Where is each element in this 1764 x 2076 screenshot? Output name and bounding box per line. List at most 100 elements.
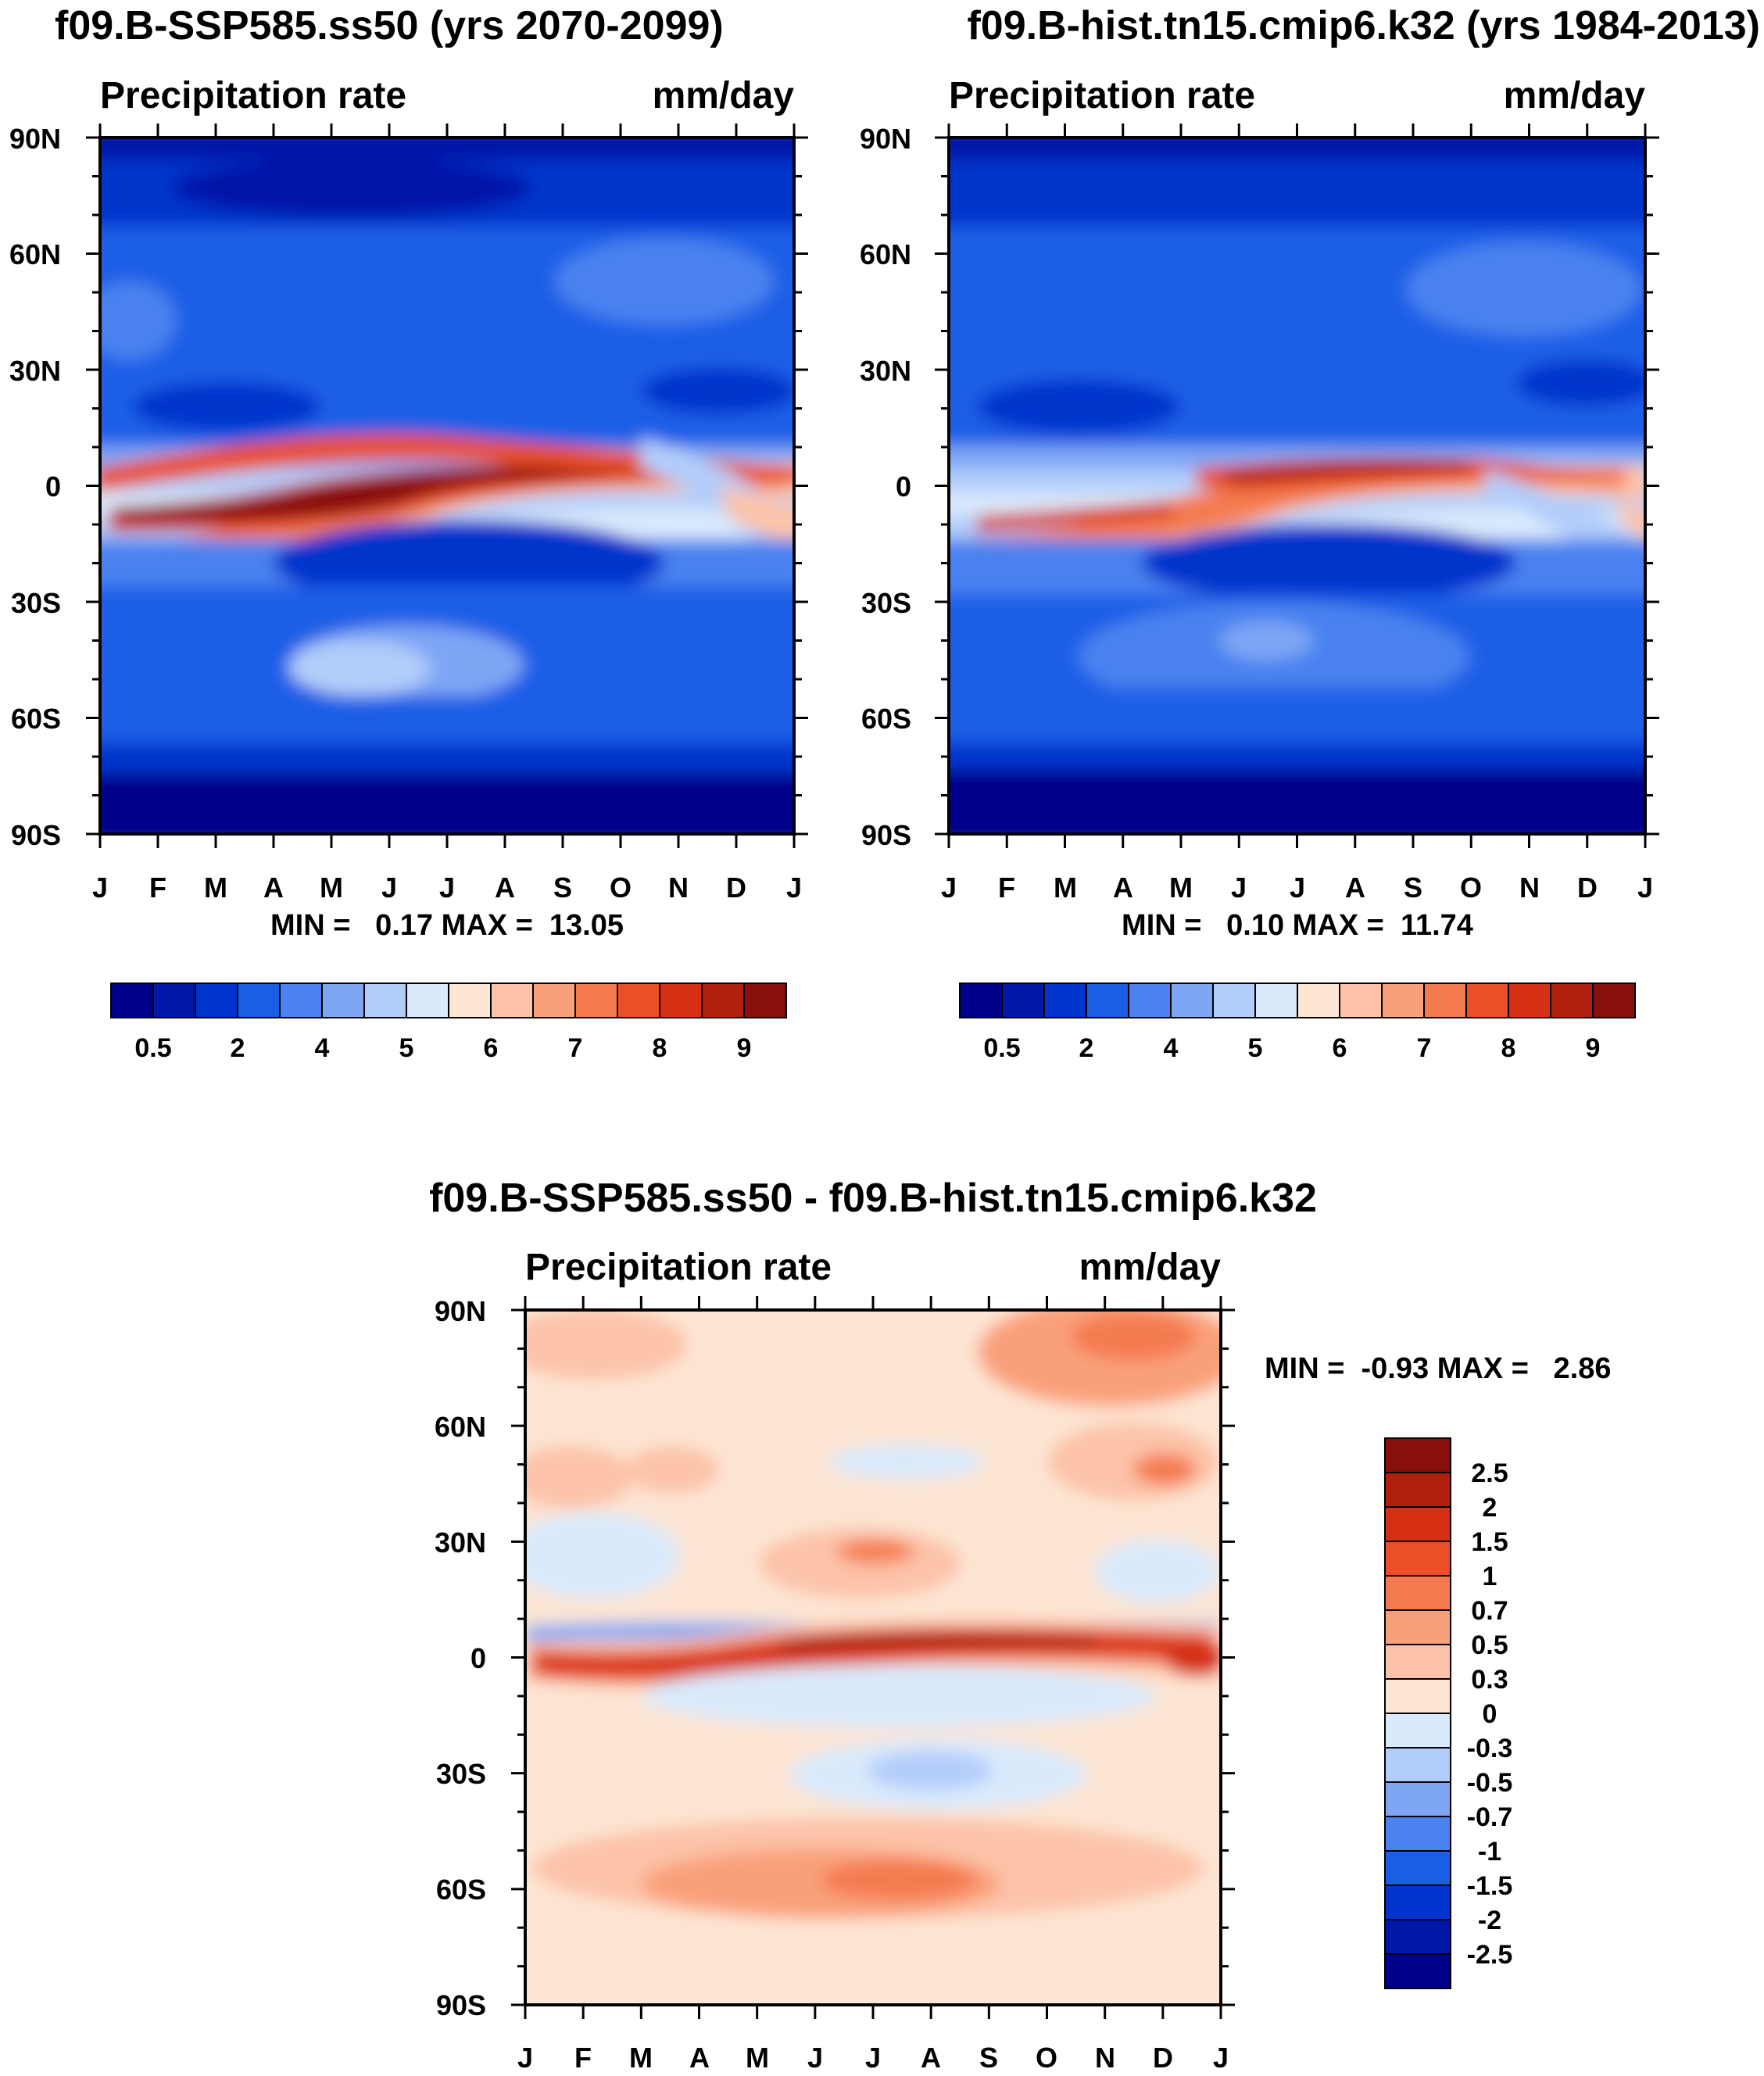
panel-historical-x-tick: J bbox=[1231, 872, 1247, 904]
colorbar-label: 4 bbox=[1164, 1033, 1179, 1063]
colorbar-swatch bbox=[1384, 1609, 1451, 1645]
colorbar-label: -0.5 bbox=[1467, 1768, 1513, 1798]
colorbar-swatch bbox=[237, 983, 281, 1018]
panel-ssp585-colorbar: 0.5 2 4 5 6 7 8 9 bbox=[110, 983, 787, 1063]
colorbar-label: 8 bbox=[1501, 1033, 1516, 1063]
panel-ssp585-title: f09.B-SSP585.ss50 (yrs 2070-2099) bbox=[55, 3, 724, 48]
panel-ssp585-y-tick: 60S bbox=[11, 703, 61, 735]
colorbar-label: 0.7 bbox=[1471, 1596, 1508, 1626]
panel-ssp585-field bbox=[100, 138, 794, 834]
panel-historical-tick-marks bbox=[935, 123, 1659, 848]
panel-ssp585-x-tick: J bbox=[381, 872, 397, 904]
panel-difference-x-tick: D bbox=[1153, 2042, 1173, 2074]
colorbar-label: 7 bbox=[568, 1033, 583, 1063]
panel-difference-y-tick: 90N bbox=[435, 1295, 486, 1327]
panel-historical-x-tick: A bbox=[1345, 872, 1365, 904]
panel-difference-axes: 90N 60N 30N 0 30S 60S 90S J F M A M J J … bbox=[435, 1295, 1229, 2074]
panel-ssp585-x-tick: S bbox=[553, 872, 572, 904]
colorbar-label: 6 bbox=[1333, 1033, 1347, 1063]
colorbar-swatch bbox=[1508, 983, 1551, 1018]
colorbar-label: -0.7 bbox=[1467, 1802, 1513, 1832]
panel-ssp585-x-tick: M bbox=[204, 872, 227, 904]
panel-difference-x-tick: J bbox=[807, 2042, 823, 2074]
panel-difference-y-tick: 30S bbox=[436, 1758, 486, 1790]
colorbar-swatch bbox=[321, 983, 365, 1018]
colorbar-swatch bbox=[1384, 1437, 1451, 1473]
panel-ssp585-x-tick: J bbox=[786, 872, 802, 904]
panel-difference-x-tick: A bbox=[689, 2042, 710, 2074]
panel-difference-x-tick: A bbox=[921, 2042, 941, 2074]
panel-historical-x-tick: M bbox=[1169, 872, 1193, 904]
colorbar-swatch bbox=[701, 983, 745, 1018]
panel-ssp585-y-tick: 60N bbox=[9, 238, 61, 270]
panel-difference-min-max: MIN = -0.93 MAX = 2.86 bbox=[1265, 1352, 1612, 1385]
panel-historical-axes: 90N 60N 30N 0 30S 60S 90S J F M A M J J … bbox=[860, 123, 1653, 904]
colorbar-label: 9 bbox=[1586, 1033, 1601, 1063]
colorbar-swatch bbox=[195, 983, 238, 1018]
colorbar-swatch bbox=[363, 983, 407, 1018]
colorbar-swatch bbox=[1384, 1678, 1451, 1714]
colorbar-swatch bbox=[1384, 1506, 1451, 1542]
panel-ssp585-x-tick: A bbox=[495, 872, 515, 904]
panel-historical-title: f09.B-hist.tn15.cmip6.k32 (yrs 1984-2013… bbox=[967, 3, 1760, 48]
panel-historical-x-tick: F bbox=[998, 872, 1015, 904]
panel-difference: f09.B-SSP585.ss50 - f09.B-hist.tn15.cmip… bbox=[429, 1176, 1611, 2074]
colorbar-label: 0 bbox=[1483, 1699, 1497, 1729]
panel-ssp585-x-tick: O bbox=[610, 872, 632, 904]
colorbar-label: 5 bbox=[399, 1033, 414, 1063]
colorbar-swatch bbox=[448, 983, 492, 1018]
panel-difference-y-tick: 30N bbox=[435, 1527, 486, 1559]
colorbar-swatch bbox=[406, 983, 449, 1018]
colorbar-label: 7 bbox=[1417, 1033, 1432, 1063]
panel-ssp585-x-tick: F bbox=[149, 872, 166, 904]
panel-historical-field bbox=[949, 138, 1645, 834]
colorbar-label: 1.5 bbox=[1471, 1527, 1508, 1557]
panel-difference-variable-label: Precipitation rate bbox=[525, 1247, 832, 1288]
colorbar-label: 4 bbox=[315, 1033, 330, 1063]
colorbar-swatch bbox=[617, 983, 660, 1018]
colorbar-swatch bbox=[1384, 1713, 1451, 1748]
panel-historical-colorbar: 0.5 2 4 5 6 7 8 9 bbox=[959, 983, 1636, 1063]
panel-ssp585-x-tick: J bbox=[92, 872, 108, 904]
colorbar-label: 1 bbox=[1483, 1562, 1497, 1591]
panel-difference-title: f09.B-SSP585.ss50 - f09.B-hist.tn15.cmip… bbox=[429, 1176, 1317, 1221]
panel-historical-x-tick: A bbox=[1113, 872, 1133, 904]
panel-ssp585-y-tick: 30N bbox=[9, 355, 61, 387]
colorbar-label: -0.3 bbox=[1467, 1734, 1513, 1763]
panel-historical-x-tick: M bbox=[1054, 872, 1077, 904]
colorbar-label: 9 bbox=[737, 1033, 752, 1063]
colorbar-swatch bbox=[1384, 1541, 1451, 1577]
colorbar-label: 0.5 bbox=[134, 1033, 171, 1063]
panel-ssp585-axes: 90N 60N 30N 0 30S 60S 90S J F M A M J J … bbox=[9, 123, 802, 904]
colorbar-label: -1.5 bbox=[1467, 1871, 1513, 1901]
panel-difference-x-tick: M bbox=[746, 2042, 769, 2074]
panel-difference-y-tick: 90S bbox=[436, 1989, 486, 2021]
panel-ssp585-x-tick: J bbox=[439, 872, 455, 904]
colorbar-swatch bbox=[1384, 1644, 1451, 1680]
panel-difference-x-tick: J bbox=[517, 2042, 533, 2074]
panel-difference-x-tick: S bbox=[979, 2042, 998, 2074]
panel-difference-y-tick: 0 bbox=[471, 1642, 486, 1674]
colorbar-label: 2.5 bbox=[1471, 1459, 1508, 1488]
colorbar-swatch bbox=[743, 983, 787, 1018]
colorbar-swatch bbox=[1384, 1747, 1451, 1783]
panel-ssp585-units-label: mm/day bbox=[653, 75, 795, 116]
colorbar-swatch bbox=[1212, 983, 1256, 1018]
colorbar-label: 5 bbox=[1248, 1033, 1263, 1063]
colorbar-swatch bbox=[1043, 983, 1087, 1018]
colorbar-label: 2 bbox=[231, 1033, 245, 1063]
panel-historical-y-tick: 60S bbox=[861, 703, 911, 735]
panel-ssp585-min-max: MIN = 0.17 MAX = 13.05 bbox=[270, 909, 624, 942]
panel-historical-variable-label: Precipitation rate bbox=[949, 75, 1255, 116]
colorbar-swatch bbox=[279, 983, 323, 1018]
panel-historical: f09.B-hist.tn15.cmip6.k32 (yrs 1984-2013… bbox=[860, 3, 1760, 1063]
colorbar-swatch bbox=[490, 983, 534, 1018]
colorbar-swatch bbox=[1550, 983, 1594, 1018]
panel-historical-x-tick: J bbox=[1290, 872, 1305, 904]
panel-historical-x-tick: N bbox=[1519, 872, 1540, 904]
panel-historical-x-tick: J bbox=[1637, 872, 1653, 904]
colorbar-label: -2.5 bbox=[1467, 1940, 1513, 1970]
colorbar-swatch bbox=[1339, 983, 1383, 1018]
panel-difference-tick-marks bbox=[511, 1296, 1235, 2019]
